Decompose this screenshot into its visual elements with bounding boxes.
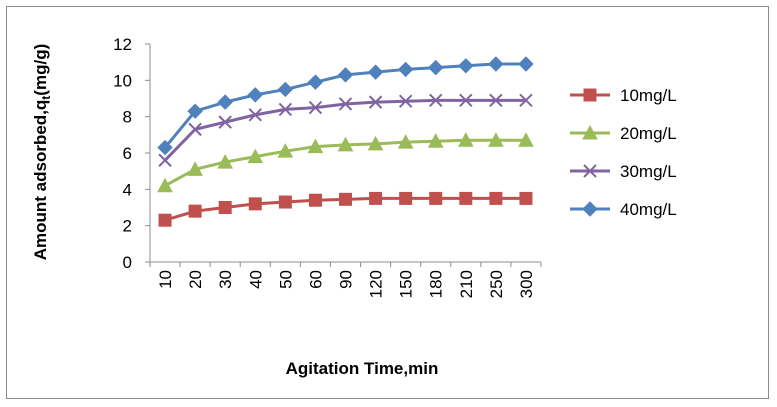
- x-tick-label: 150: [397, 270, 416, 298]
- y-tick-label: 10: [113, 71, 132, 90]
- legend-label: 20mg/L: [620, 124, 677, 143]
- legend-label: 30mg/L: [620, 162, 677, 181]
- data-point: [519, 191, 533, 205]
- data-point: [248, 197, 262, 211]
- data-point: [308, 100, 323, 115]
- data-point: [277, 143, 294, 158]
- y-tick-label: 6: [123, 144, 132, 163]
- y-axis-title-main: Amount adsorbed,q: [31, 100, 50, 261]
- data-point: [337, 67, 354, 83]
- data-point: [337, 136, 354, 152]
- series-40mg-l: [157, 56, 534, 156]
- data-point: [157, 177, 173, 193]
- data-point: [459, 191, 473, 205]
- data-point: [339, 192, 352, 206]
- data-point: [188, 122, 202, 137]
- data-point: [428, 59, 444, 76]
- series-10mg-l: [158, 191, 533, 227]
- data-point: [427, 133, 444, 148]
- legend-label: 10mg/L: [620, 86, 677, 105]
- x-tick-label: 30: [216, 270, 235, 289]
- y-tick-label: 0: [123, 253, 132, 272]
- data-point: [158, 213, 172, 227]
- x-tick-label: 250: [487, 270, 506, 298]
- data-point: [247, 87, 263, 103]
- y-axis-title-suffix: (mg/g): [31, 44, 50, 96]
- data-point: [157, 139, 173, 156]
- x-tick-label: 40: [246, 270, 265, 289]
- data-point: [457, 132, 474, 147]
- x-tick-label: 180: [427, 270, 446, 298]
- series-20mg-l: [157, 132, 534, 193]
- data-point: [518, 132, 534, 147]
- x-tick-group: 10 20 30 40 50 60 90 120 150 180 210 250 300: [149, 262, 542, 298]
- data-point: [248, 108, 262, 122]
- data-point: [459, 93, 473, 108]
- data-point: [308, 193, 322, 207]
- data-point: [489, 93, 503, 108]
- data-point: [429, 191, 443, 205]
- data-point: [188, 204, 202, 218]
- x-tick-label: 50: [276, 270, 295, 289]
- data-point: [429, 93, 443, 108]
- legend-item: 30mg/L: [570, 162, 677, 181]
- data-point: [582, 201, 598, 217]
- x-tick-label: 10: [156, 270, 175, 289]
- x-tick-label: 210: [457, 270, 476, 298]
- y-axis-title: Amount adsorbed,qt(mg/g): [31, 44, 53, 261]
- data-point: [247, 148, 264, 164]
- data-point: [278, 195, 292, 209]
- data-point: [582, 124, 598, 140]
- data-point: [488, 56, 504, 72]
- y-axis-title-subscript: t: [39, 96, 53, 100]
- series-layer: [157, 56, 534, 227]
- data-point: [398, 94, 413, 108]
- legend-item: 40mg/L: [570, 200, 677, 219]
- y-tick-label: 2: [123, 217, 132, 236]
- data-point: [158, 153, 172, 167]
- data-point: [488, 132, 504, 147]
- legend: 10mg/L 20mg/L 30mg/L 40mg/L: [570, 86, 677, 219]
- data-point: [367, 135, 384, 151]
- y-tick-label: 4: [123, 180, 132, 199]
- legend-item: 10mg/L: [570, 86, 677, 105]
- data-point: [217, 94, 233, 110]
- data-point: [489, 191, 503, 205]
- legend-item: 20mg/L: [570, 124, 677, 143]
- data-point: [368, 95, 383, 109]
- x-tick-label: 90: [337, 270, 356, 289]
- data-point: [338, 97, 353, 111]
- y-tick-label: 8: [123, 108, 132, 127]
- data-point: [399, 191, 413, 205]
- data-point: [519, 93, 533, 108]
- data-point: [397, 61, 414, 78]
- data-point: [583, 88, 597, 102]
- data-point: [583, 164, 597, 178]
- x-tick-label: 300: [517, 270, 536, 298]
- y-tick-label: 12: [113, 35, 132, 54]
- data-point: [217, 154, 234, 169]
- series-30mg-l: [158, 93, 533, 167]
- data-point: [187, 161, 203, 176]
- data-point: [397, 134, 414, 149]
- chart-area: [6, 6, 769, 399]
- data-point: [187, 103, 203, 119]
- data-point: [367, 64, 384, 80]
- data-point: [218, 201, 232, 214]
- x-tick-label: 120: [367, 270, 386, 298]
- data-point: [458, 58, 474, 74]
- legend-label: 40mg/L: [620, 200, 677, 219]
- data-point: [307, 138, 324, 154]
- data-point: [307, 74, 324, 90]
- data-point: [518, 56, 534, 72]
- data-point: [218, 115, 232, 129]
- x-axis-title: Agitation Time,min: [286, 359, 439, 378]
- data-point: [277, 81, 294, 98]
- x-tick-label: 60: [306, 270, 325, 289]
- data-point: [369, 191, 383, 205]
- x-tick-label: 20: [186, 270, 205, 289]
- data-point: [278, 102, 293, 117]
- y-tick-group: 0 2 4 6 8 10 12: [113, 35, 150, 272]
